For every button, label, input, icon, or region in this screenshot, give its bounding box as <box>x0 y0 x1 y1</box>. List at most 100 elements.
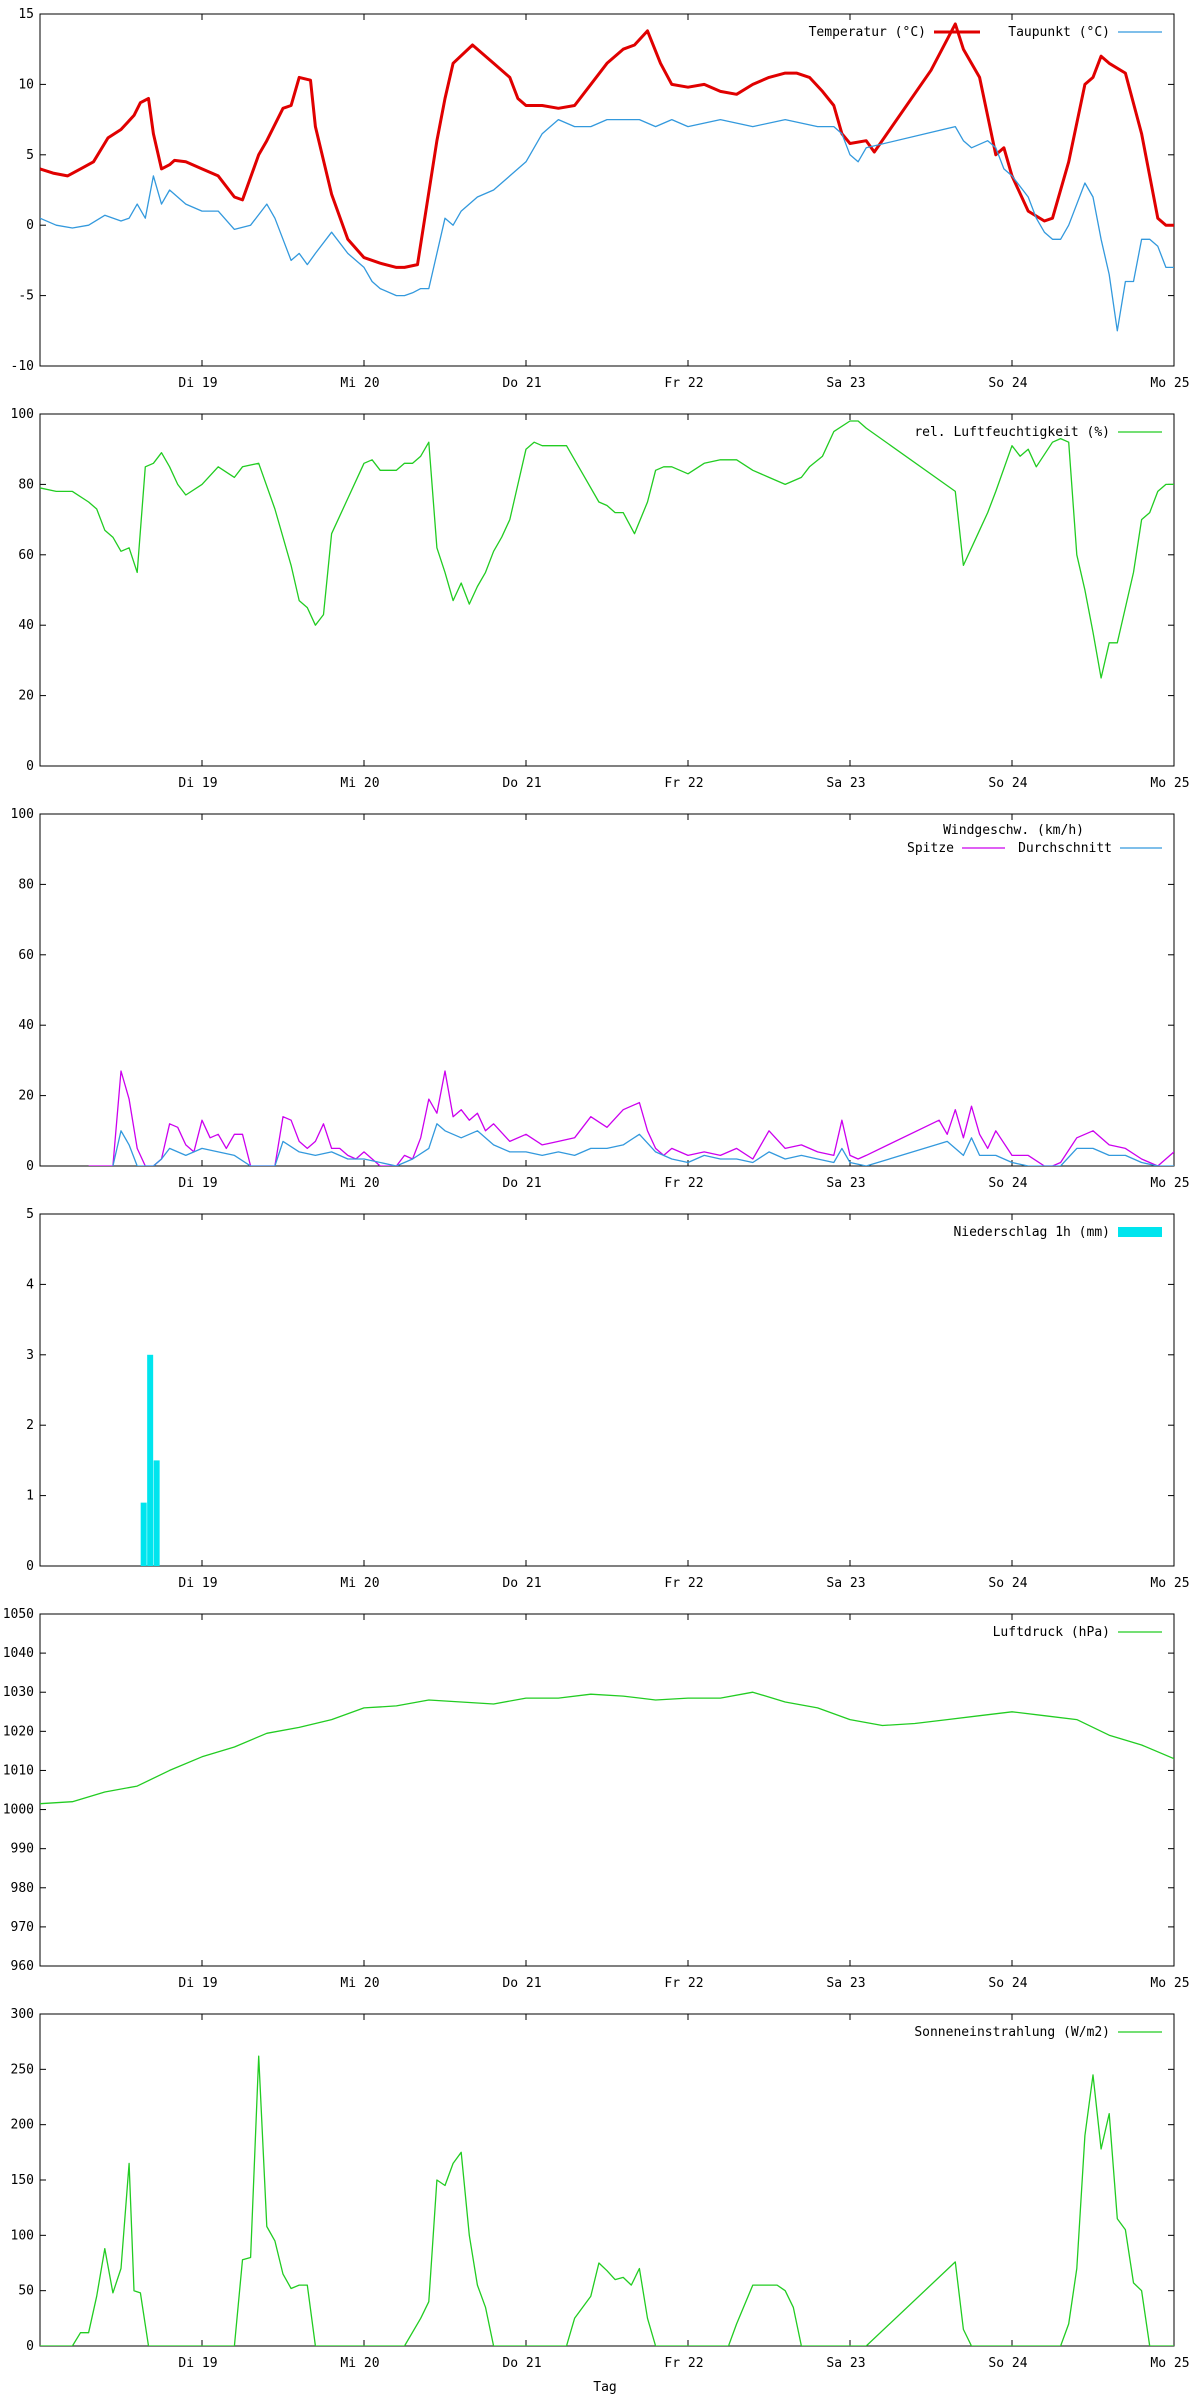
legend-label: Luftdruck (hPa) <box>993 1625 1110 1640</box>
y-tick-label: 60 <box>18 948 34 963</box>
legend-label: rel. Luftfeuchtigkeit (%) <box>914 425 1110 440</box>
y-tick-label: 1030 <box>3 1685 34 1700</box>
y-tick-label: 0 <box>26 2339 34 2354</box>
y-tick-label: 100 <box>11 407 34 422</box>
x-tick-label: Mo 25 <box>1150 2356 1189 2371</box>
legend-label: Sonneneinstrahlung (W/m2) <box>914 2025 1110 2040</box>
y-tick-label: 80 <box>18 477 34 492</box>
legend-label: Niederschlag 1h (mm) <box>953 1225 1110 1240</box>
y-tick-label: -5 <box>18 289 34 304</box>
y-tick-label: 980 <box>11 1881 34 1896</box>
x-tick-label: So 24 <box>988 2356 1027 2371</box>
y-tick-label: 100 <box>11 2228 34 2243</box>
x-tick-label: Mo 25 <box>1150 1176 1189 1191</box>
y-tick-label: -10 <box>11 359 34 374</box>
precipitation-bar <box>147 1354 154 1566</box>
x-tick-label: So 24 <box>988 1176 1027 1191</box>
x-tick-label: So 24 <box>988 776 1027 791</box>
y-tick-label: 5 <box>26 148 34 163</box>
x-tick-label: Sa 23 <box>826 1176 865 1191</box>
x-tick-label: Mo 25 <box>1150 776 1189 791</box>
plot-frame <box>39 1613 1175 1967</box>
x-tick-label: Do 21 <box>502 1176 541 1191</box>
chart-precipitation: 0 1 2 3 4 5 Di 19 Mi 20 Do 21 Fr 22 Sa 23 So 24 Mo 2… <box>26 1207 1189 1591</box>
legend-label: Durchschnitt <box>1018 841 1112 856</box>
x-tick-label: Sa 23 <box>826 776 865 791</box>
chart-radiation: 0 50 100 150 200 250 300 Di 19 Mi 20 Do 21 Fr 22 Sa… <box>11 2007 1190 2371</box>
y-tick-label: 20 <box>18 689 34 704</box>
y-tick-label: 150 <box>11 2173 34 2188</box>
legend-label: Temperatur (°C) <box>809 25 926 40</box>
y-tick-label: 50 <box>18 2284 34 2299</box>
y-tick-label: 15 <box>18 7 34 22</box>
x-tick-label: Mi 20 <box>340 1576 379 1591</box>
x-tick-label: Di 19 <box>178 1176 217 1191</box>
x-tick-label: Do 21 <box>502 2356 541 2371</box>
y-tick-label: 990 <box>11 1842 34 1857</box>
x-tick-label: Fr 22 <box>664 1976 703 1991</box>
y-tick-label: 2 <box>26 1418 34 1433</box>
y-tick-label: 1 <box>26 1489 34 1504</box>
y-tick-label: 3 <box>26 1348 34 1363</box>
y-tick-label: 1020 <box>3 1724 34 1739</box>
x-tick-label: Mo 25 <box>1150 376 1189 391</box>
legend-label: Taupunkt (°C) <box>1008 25 1110 40</box>
x-tick-label: Fr 22 <box>664 376 703 391</box>
y-tick-label: 1010 <box>3 1763 34 1778</box>
series-line-radiation-0 <box>40 2055 1174 2346</box>
y-tick-label: 1050 <box>3 1607 34 1622</box>
x-tick-label: Sa 23 <box>826 1576 865 1591</box>
plot-frame <box>39 1213 1175 1567</box>
x-tick-label: Mo 25 <box>1150 1976 1189 1991</box>
x-tick-label: Mo 25 <box>1150 1576 1189 1591</box>
series-line-wind-1 <box>112 1123 1174 1166</box>
x-tick-label: Fr 22 <box>664 776 703 791</box>
y-tick-label: 40 <box>18 1018 34 1033</box>
y-tick-label: 4 <box>26 1277 34 1292</box>
x-tick-label: Do 21 <box>502 376 541 391</box>
y-tick-label: 80 <box>18 877 34 892</box>
y-tick-label: 5 <box>26 1207 34 1222</box>
x-tick-label: Do 21 <box>502 1576 541 1591</box>
y-tick-label: 960 <box>11 1959 34 1974</box>
y-tick-label: 10 <box>18 77 34 92</box>
series-line-humidity-0 <box>40 420 1174 679</box>
x-tick-label: So 24 <box>988 1576 1027 1591</box>
chart-humidity: 0 20 40 60 80 100 Di 19 Mi 20 Do 21 Fr 22 Sa 23 So … <box>11 407 1190 791</box>
x-tick-label: Mi 20 <box>340 376 379 391</box>
legend-swatch <box>1118 1227 1162 1237</box>
x-tick-label: Sa 23 <box>826 2356 865 2371</box>
y-tick-label: 970 <box>11 1920 34 1935</box>
x-tick-label: Fr 22 <box>664 2356 703 2371</box>
y-tick-label: 200 <box>11 2118 34 2133</box>
plot-frame <box>39 413 1175 767</box>
x-tick-label: Mi 20 <box>340 776 379 791</box>
chart-wind: 0 20 40 60 80 100 Di 19 Mi 20 Do 21 Fr 22 Sa 23 So … <box>11 807 1190 1191</box>
y-tick-label: 0 <box>26 759 34 774</box>
y-tick-label: 1000 <box>3 1803 34 1818</box>
x-tick-label: Sa 23 <box>826 376 865 391</box>
x-tick-label: Di 19 <box>178 776 217 791</box>
x-axis-title: Tag <box>593 2380 617 2395</box>
x-tick-label: Di 19 <box>178 1976 217 1991</box>
y-tick-label: 20 <box>18 1089 34 1104</box>
x-tick-label: So 24 <box>988 376 1027 391</box>
series-line-wind-0 <box>88 1070 1174 1166</box>
series-line-pressure-0 <box>40 1691 1174 1805</box>
x-tick-label: Fr 22 <box>664 1576 703 1591</box>
x-tick-label: Di 19 <box>178 376 217 391</box>
x-tick-label: Mi 20 <box>340 2356 379 2371</box>
x-tick-label: Sa 23 <box>826 1976 865 1991</box>
x-tick-label: Mi 20 <box>340 1976 379 1991</box>
chart-pressure: 960 970 980 990 1000 1010 1020 1030 1040 1050 Di 1… <box>3 1607 1190 1991</box>
plot-frame <box>39 13 1175 367</box>
y-tick-label: 250 <box>11 2062 34 2077</box>
x-tick-label: Fr 22 <box>664 1176 703 1191</box>
x-tick-label: Do 21 <box>502 776 541 791</box>
x-tick-label: Di 19 <box>178 1576 217 1591</box>
x-tick-label: So 24 <box>988 1976 1027 1991</box>
precipitation-bar <box>153 1460 160 1566</box>
x-tick-label: Mi 20 <box>340 1176 379 1191</box>
x-tick-label: Do 21 <box>502 1976 541 1991</box>
